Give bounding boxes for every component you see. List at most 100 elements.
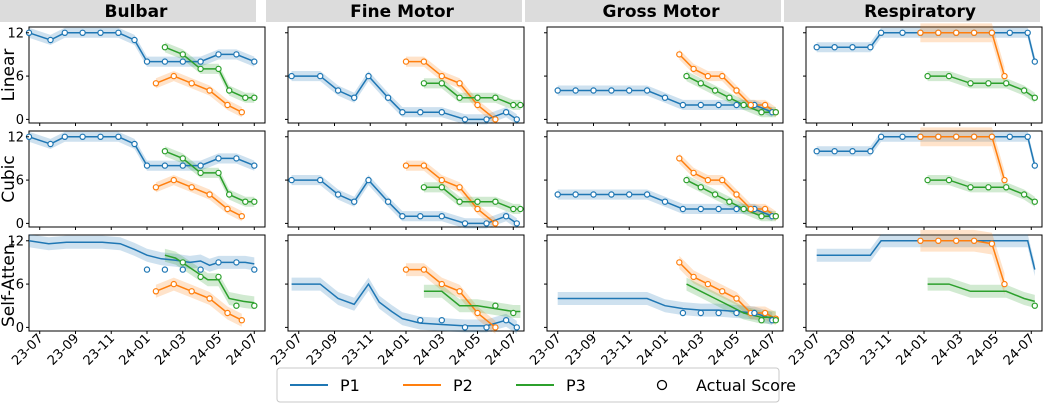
actual-score-marker <box>683 176 690 184</box>
x-tick-label: 24-05 <box>965 331 1002 368</box>
actual-score-marker <box>143 162 151 169</box>
actual-score-marker <box>831 44 838 51</box>
actual-score-marker <box>251 94 258 101</box>
actual-score-marker <box>492 198 499 205</box>
actual-score-marker <box>704 176 712 184</box>
uncertainty-band-p1 <box>557 292 773 326</box>
actual-score-marker <box>510 101 517 109</box>
actual-score-marker <box>1001 280 1008 288</box>
y-tick-label: 6 <box>16 174 24 189</box>
actual-score-marker <box>365 176 372 184</box>
actual-score-marker <box>1031 58 1039 65</box>
actual-score-marker <box>215 259 222 266</box>
actual-score-marker <box>513 116 521 123</box>
actual-score-marker <box>917 29 924 36</box>
actual-score-marker <box>935 133 942 140</box>
actual-score-marker <box>626 191 633 198</box>
actual-score-marker <box>643 191 651 198</box>
actual-score-marker <box>438 280 445 288</box>
actual-score-marker <box>945 176 953 184</box>
actual-score-marker <box>679 309 687 317</box>
x-tick-label: 23-11 <box>340 331 377 368</box>
actual-score-marker <box>661 94 669 101</box>
actual-score-marker <box>953 133 960 140</box>
actual-score-marker <box>417 108 424 116</box>
x-tick-label: 24-05 <box>706 331 743 368</box>
actual-score-marker <box>215 169 222 177</box>
actual-score-marker <box>719 72 726 80</box>
actual-score-marker <box>438 72 445 80</box>
actual-score-marker <box>608 191 615 198</box>
x-tick-label: 24-03 <box>411 331 448 368</box>
actual-score-marker <box>438 108 445 116</box>
uncertainty-band-p3 <box>927 175 1035 207</box>
actual-score-marker <box>608 87 615 94</box>
actual-score-marker <box>661 198 669 205</box>
actual-score-marker <box>225 191 233 198</box>
actual-score-marker <box>502 317 510 324</box>
actual-score-marker <box>131 36 138 44</box>
actual-score-marker <box>334 87 342 94</box>
x-tick-label: 23-07 <box>9 331 46 368</box>
legend-label: P1 <box>340 376 360 395</box>
actual-score-marker <box>849 44 856 51</box>
actual-score-marker <box>513 220 521 227</box>
actual-score-marker <box>215 155 222 162</box>
actual-score-marker <box>704 280 712 288</box>
actual-score-marker <box>474 101 481 109</box>
actual-score-marker <box>1024 29 1031 36</box>
y-tick-label: 12 <box>7 130 24 145</box>
actual-score-marker <box>225 87 233 94</box>
uncertainty-band-p2 <box>679 255 776 326</box>
column-band-0 <box>0 0 256 22</box>
actual-score-marker <box>179 259 186 266</box>
actual-score-marker <box>179 155 186 162</box>
actual-score-marker <box>456 184 463 191</box>
actual-score-marker <box>867 147 874 155</box>
actual-score-marker <box>197 266 204 273</box>
actual-score-marker <box>474 205 481 213</box>
actual-score-marker <box>740 101 747 109</box>
actual-score-marker <box>317 176 324 184</box>
legend: P1 P2 P3 Actual Score <box>276 367 796 403</box>
actual-score-marker <box>715 101 722 109</box>
x-tick-label: 24-05 <box>188 331 225 368</box>
actual-score-marker <box>206 87 213 94</box>
actual-score-marker <box>474 198 481 205</box>
actual-score-marker <box>233 155 240 162</box>
actual-score-marker <box>924 176 931 184</box>
actual-score-marker <box>1003 80 1010 87</box>
actual-score-marker <box>365 72 372 80</box>
actual-score-marker <box>1001 72 1008 80</box>
x-tick-label: 24-03 <box>929 331 966 368</box>
actual-score-marker <box>334 191 342 198</box>
actual-score-marker <box>152 288 160 295</box>
actual-score-marker <box>456 288 463 295</box>
column-title: Respiratory <box>864 2 976 22</box>
actual-score-marker <box>402 58 410 65</box>
actual-score-marker <box>97 29 104 36</box>
actual-score-marker <box>697 309 705 317</box>
uncertainty-band-p1 <box>29 131 255 171</box>
actual-score-marker <box>197 162 204 169</box>
actual-score-marker <box>554 87 561 94</box>
actual-score-marker <box>399 108 406 116</box>
actual-score-marker <box>572 87 579 94</box>
y-tick-label: 0 <box>16 217 24 232</box>
actual-score-marker <box>719 288 726 295</box>
x-tick-label: 23-09 <box>45 331 82 368</box>
panel-frame <box>287 234 525 332</box>
uncertainty-band-p3 <box>423 78 521 110</box>
actual-score-marker <box>206 191 213 198</box>
series-line-p3 <box>927 283 1035 303</box>
actual-score-marker <box>985 184 992 191</box>
actual-score-marker <box>384 94 392 101</box>
panel-1-3 <box>803 127 1043 230</box>
uncertainty-band-p2 <box>406 160 496 229</box>
actual-score-marker <box>188 80 195 87</box>
actual-score-marker <box>690 65 697 73</box>
actual-score-marker <box>697 101 705 109</box>
actual-score-marker <box>510 309 517 317</box>
